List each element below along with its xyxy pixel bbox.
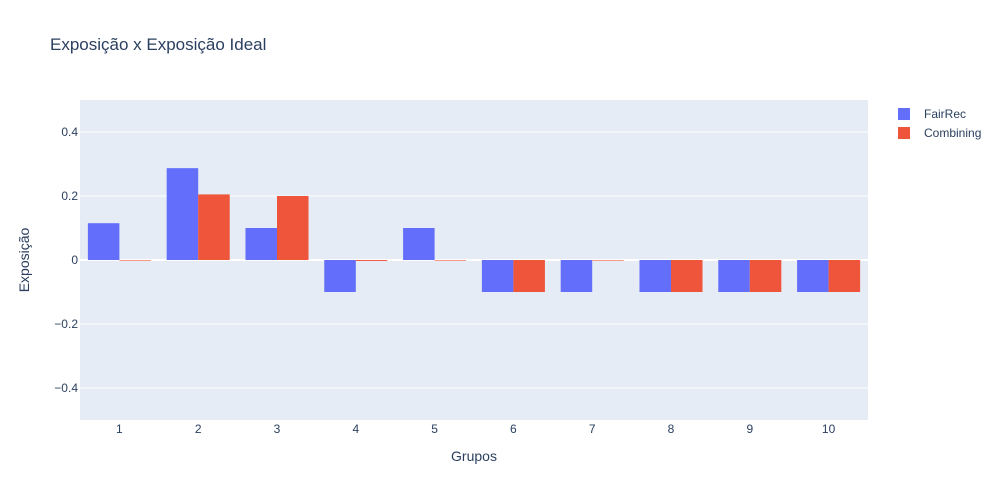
bar-fairrec-8 — [639, 260, 671, 292]
legend: FairRec Combining — [898, 107, 981, 140]
y-tick-label: 0 — [71, 253, 78, 267]
bar-fairrec-9 — [718, 260, 750, 292]
bar-fairrec-2 — [166, 168, 199, 260]
x-tick-label: 10 — [822, 422, 836, 436]
legend-swatch — [898, 108, 910, 120]
bar-combining-10 — [828, 260, 861, 292]
bar-fairrec-4 — [324, 260, 356, 292]
y-tick-label: −0.2 — [54, 317, 78, 331]
chart-title: Exposição x Exposição Ideal — [50, 35, 266, 54]
bar-combining-1 — [119, 260, 151, 261]
y-tick-label: 0.2 — [61, 189, 78, 203]
y-tick-label: −0.4 — [54, 381, 78, 395]
y-tick-label: 0.4 — [61, 125, 78, 139]
bar-combining-7 — [592, 260, 624, 261]
y-tick-labels: 0.4 0.2 0 −0.2 −0.4 — [54, 125, 78, 395]
x-tick-label: 9 — [746, 422, 753, 436]
x-tick-label: 4 — [352, 422, 359, 436]
bar-combining-8 — [671, 260, 703, 292]
bar-combining-2 — [198, 194, 230, 260]
bar-combining-9 — [749, 260, 782, 292]
bar-fairrec-5 — [403, 228, 435, 260]
bar-combining-5 — [434, 260, 467, 261]
y-axis-title: Exposição — [16, 227, 32, 292]
legend-label: FairRec — [924, 107, 966, 121]
x-tick-label: 3 — [274, 422, 281, 436]
bar-fairrec-10 — [797, 260, 829, 292]
bar-combining-6 — [513, 260, 545, 292]
bars — [87, 168, 861, 292]
x-tick-labels: 1 2 3 4 5 6 7 8 9 10 — [116, 422, 836, 436]
x-tick-label: 1 — [116, 422, 123, 436]
legend-swatch — [898, 127, 910, 139]
bar-fairrec-3 — [245, 228, 277, 260]
bar-combining-4 — [355, 260, 388, 261]
bar-fairrec-6 — [481, 260, 514, 292]
x-tick-label: 6 — [510, 422, 517, 436]
legend-label: Combining — [924, 126, 981, 140]
x-axis-title: Grupos — [451, 448, 497, 464]
x-tick-label: 2 — [195, 422, 202, 436]
bar-fairrec-1 — [87, 223, 120, 260]
x-tick-label: 8 — [668, 422, 675, 436]
bar-fairrec-7 — [560, 260, 593, 292]
x-tick-label: 5 — [431, 422, 438, 436]
bar-combining-3 — [277, 196, 309, 260]
x-tick-label: 7 — [589, 422, 596, 436]
